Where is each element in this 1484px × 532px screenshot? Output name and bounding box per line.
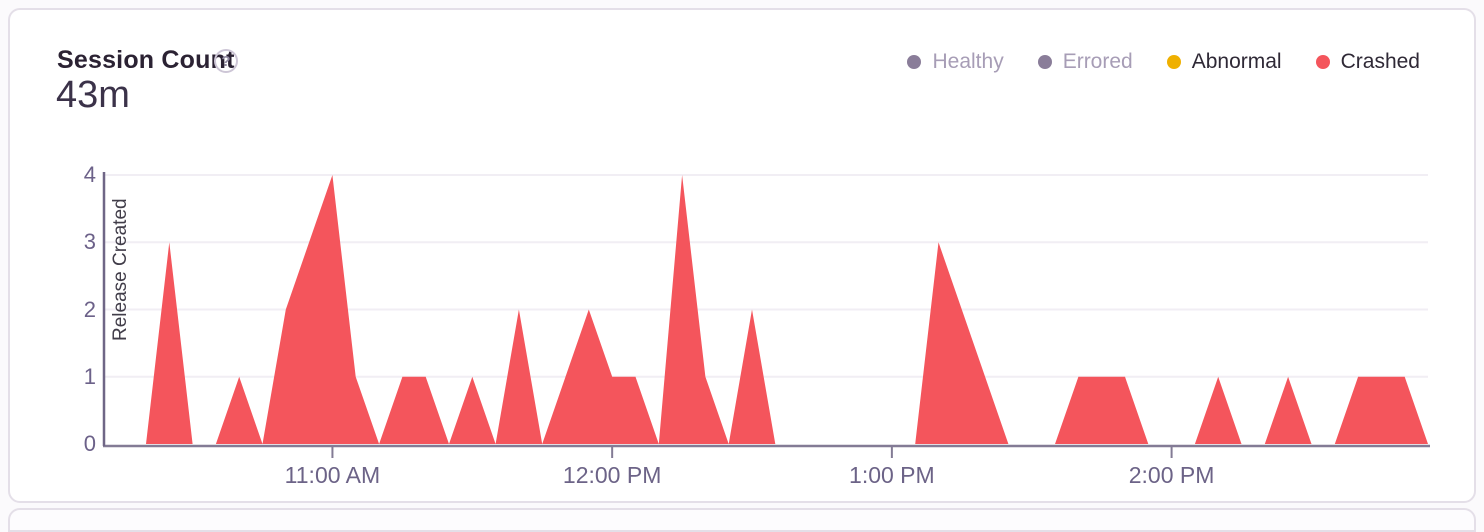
- legend-dot-crashed: [1315, 55, 1330, 69]
- page: Session Count ? 43m Healthy Errored Abnorm…: [8, 8, 1476, 532]
- y-tick-label-1: 1: [83, 363, 96, 389]
- session-count-card: Session Count ? 43m Healthy Errored Abnorm…: [8, 8, 1476, 503]
- x-tick-label-100pm: 1:00 PM: [849, 462, 935, 488]
- area-chart-svg: [102, 172, 1430, 458]
- legend-dot-errored: [1037, 55, 1052, 69]
- legend-item-errored[interactable]: Errored: [1037, 50, 1133, 74]
- release-created-label: Release Created: [110, 198, 131, 341]
- x-tick-label-1200pm: 12:00 PM: [562, 462, 662, 488]
- legend-item-healthy[interactable]: Healthy: [907, 50, 1004, 74]
- help-icon[interactable]: ?: [214, 49, 238, 73]
- legend-label: Abnormal: [1191, 50, 1282, 73]
- legend-dot-abnormal: [1166, 55, 1181, 69]
- area-series-crashed: [104, 175, 1428, 444]
- y-tick-label-2: 2: [83, 296, 96, 322]
- y-tick-label-3: 3: [83, 229, 96, 255]
- x-tick-label-1100am: 11:00 AM: [284, 462, 381, 488]
- session-count-value: 43m: [56, 74, 130, 116]
- legend-item-abnormal[interactable]: Abnormal: [1166, 50, 1282, 74]
- session-count-chart[interactable]: Release Created 0 1 2 3 4 11:00 AM 12:00 PM 1:0…: [10, 10, 1474, 501]
- legend-item-crashed[interactable]: Crashed: [1315, 50, 1420, 74]
- legend-dot-healthy: [907, 55, 922, 69]
- legend-label: Crashed: [1340, 50, 1420, 73]
- next-card-top-edge: [8, 508, 1476, 532]
- x-tick-label-200pm: 2:00 PM: [1128, 462, 1215, 488]
- y-tick-label-0: 0: [83, 431, 96, 456]
- legend-label: Healthy: [932, 50, 1004, 73]
- card-title: Session Count: [57, 46, 235, 74]
- chart-legend: Healthy Errored Abnormal Crashed: [907, 50, 1420, 74]
- legend-label: Errored: [1062, 50, 1133, 73]
- y-tick-label-4: 4: [83, 162, 96, 187]
